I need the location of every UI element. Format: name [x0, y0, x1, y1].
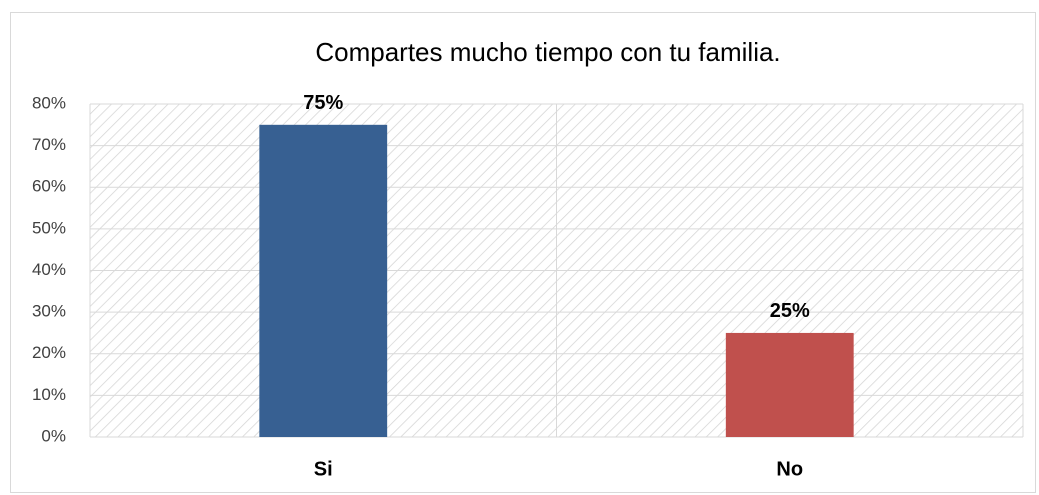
y-tick-label: 40%	[32, 260, 66, 279]
chart-title: Compartes mucho tiempo con tu familia.	[315, 37, 780, 67]
bar	[725, 332, 854, 437]
y-tick-label: 20%	[32, 343, 66, 362]
y-tick-label: 60%	[32, 177, 66, 196]
y-tick-label: 50%	[32, 218, 66, 237]
y-tick-label: 70%	[32, 135, 66, 154]
x-tick-label: Si	[314, 458, 333, 480]
y-tick-label: 80%	[32, 93, 66, 112]
data-label: 25%	[770, 300, 810, 322]
bar	[259, 124, 388, 437]
data-label: 75%	[303, 92, 343, 114]
y-tick-label: 10%	[32, 385, 66, 404]
y-tick-label: 30%	[32, 302, 66, 321]
x-tick-label: No	[776, 458, 803, 480]
y-tick-label: 0%	[41, 426, 66, 445]
